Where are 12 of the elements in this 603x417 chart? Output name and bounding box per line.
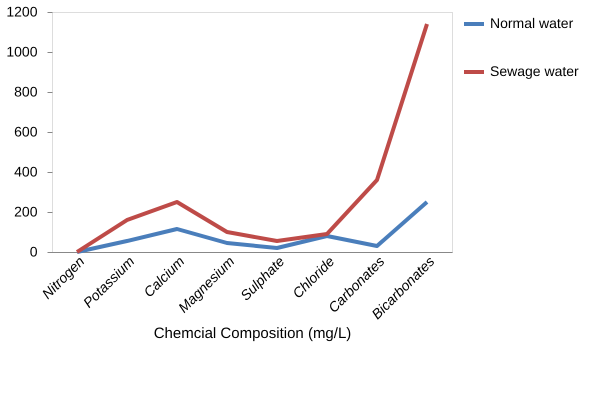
- y-tick-label: 800: [14, 84, 38, 100]
- x-axis-title: Chemcial Composition (mg/L): [154, 325, 352, 342]
- y-tick-label: 400: [14, 164, 38, 180]
- y-tick-label: 0: [30, 244, 38, 260]
- y-tick-label: 1200: [6, 4, 38, 20]
- y-tick-label: 200: [14, 204, 38, 220]
- legend-label: Normal water: [490, 15, 574, 31]
- legend-label: Sewage water: [490, 63, 580, 79]
- y-tick-label: 1000: [6, 44, 38, 60]
- line-series: [75, 200, 429, 254]
- y-tick-label: 600: [14, 124, 38, 140]
- line-series: [75, 22, 429, 254]
